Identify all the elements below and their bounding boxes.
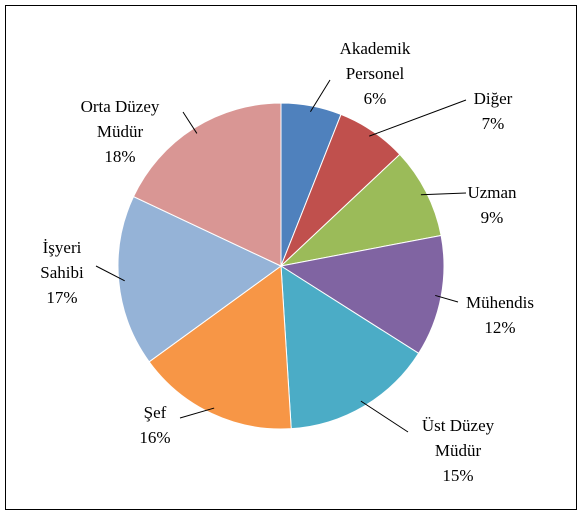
pie-slice bbox=[148, 265, 292, 430]
leader-line bbox=[369, 99, 467, 137]
category-label: Uzman bbox=[467, 183, 517, 202]
chart-frame bbox=[5, 5, 577, 510]
value-label: 17% bbox=[46, 288, 78, 307]
leader-line bbox=[182, 111, 198, 134]
category-label: Orta Düzey Müdür bbox=[80, 97, 160, 141]
value-label: 6% bbox=[363, 89, 387, 108]
value-label: 12% bbox=[484, 318, 516, 337]
data-label: Diğer 7% bbox=[443, 86, 543, 136]
category-label: Şef bbox=[143, 403, 167, 422]
data-label: Üst Düzey Müdür 15% bbox=[408, 413, 508, 488]
value-label: 16% bbox=[139, 428, 171, 447]
data-label: Şef 16% bbox=[125, 400, 185, 450]
pie-slice bbox=[280, 265, 420, 430]
value-label: 7% bbox=[481, 114, 505, 133]
pie-slice bbox=[117, 195, 282, 363]
category-label: Akademik Personel bbox=[339, 39, 411, 83]
value-label: 15% bbox=[442, 466, 474, 485]
data-label: Orta Düzey Müdür 18% bbox=[70, 94, 170, 169]
data-label: Mühendis 12% bbox=[450, 290, 550, 340]
value-label: 9% bbox=[480, 208, 504, 227]
leader-line bbox=[360, 400, 409, 433]
leader-line bbox=[179, 407, 215, 419]
data-label: Uzman 9% bbox=[442, 180, 542, 230]
data-label: İşyeri Sahibi 17% bbox=[27, 235, 97, 310]
leader-line bbox=[309, 79, 331, 113]
leader-line bbox=[420, 192, 467, 196]
category-label: Diğer bbox=[473, 89, 513, 108]
pie-slice bbox=[279, 153, 442, 267]
leader-line bbox=[435, 294, 459, 303]
category-label: Mühendis bbox=[466, 293, 534, 312]
leader-line bbox=[95, 265, 125, 282]
value-label: 18% bbox=[104, 147, 136, 166]
pie-slice bbox=[279, 234, 445, 355]
category-label: Üst Düzey Müdür bbox=[421, 416, 495, 460]
category-label: İşyeri Sahibi bbox=[40, 238, 84, 282]
data-label: Akademik Personel 6% bbox=[325, 36, 425, 111]
